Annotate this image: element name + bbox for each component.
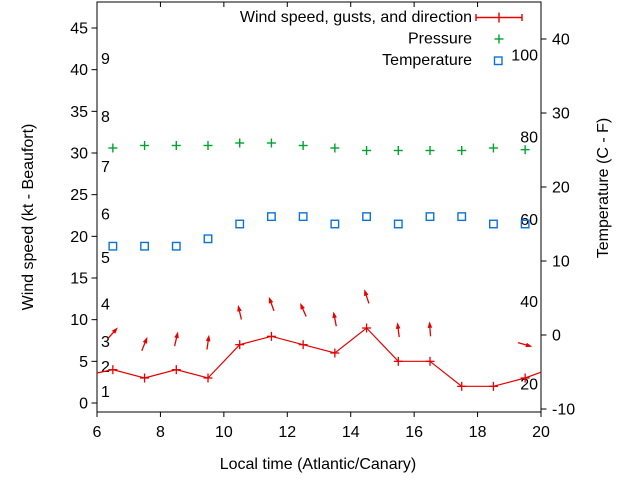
pressure-series <box>108 138 530 155</box>
wind-arrow-head <box>237 304 242 312</box>
temperature-series <box>108 212 530 251</box>
wind-arrow-head <box>268 296 274 304</box>
wind-speed-series <box>96 323 542 391</box>
kt-tick-label: 40 <box>70 62 88 79</box>
temperature-point <box>140 241 150 251</box>
y-right-axis-title: Temperature (C - F) <box>595 118 612 258</box>
kt-tick-label: 30 <box>70 146 88 163</box>
fahrenheit-label: 100 <box>511 47 538 64</box>
plot-border <box>96 1 542 413</box>
wind-arrow-head <box>364 289 369 297</box>
legend-marker-temperature-square-icon <box>493 56 503 66</box>
wind-arrow-head <box>427 321 433 328</box>
beaufort-label: 1 <box>101 384 110 401</box>
kt-tick-label: 20 <box>70 229 88 246</box>
temperature-point <box>171 241 181 251</box>
celsius-tick-label: 30 <box>552 106 570 123</box>
temperature-point <box>520 219 530 229</box>
celsius-tick-label: -10 <box>552 402 575 419</box>
temperature-point <box>108 241 118 251</box>
temperature-point <box>203 234 213 244</box>
beaufort-label: 7 <box>101 159 110 176</box>
x-axis-title: Local time (Atlantic/Canary) <box>220 456 417 473</box>
x-tick-label: 8 <box>156 424 165 441</box>
kt-tick-label: 25 <box>70 187 88 204</box>
wind-speed-line <box>96 327 542 387</box>
x-tick-label: 10 <box>215 424 233 441</box>
wind-arrow-head <box>300 302 305 310</box>
celsius-tick-label: 10 <box>552 254 570 271</box>
x-tick-label: 12 <box>278 424 296 441</box>
temperature-point <box>266 212 276 222</box>
legend: Wind speed, gusts, and direction Pressur… <box>240 9 523 69</box>
legend-marker-pressure-plus-icon <box>494 34 504 44</box>
wind-arrow-head <box>174 331 179 339</box>
beaufort-label: 8 <box>101 109 110 126</box>
x-tick-label: 20 <box>532 424 550 441</box>
legend-label-pressure: Pressure <box>408 31 472 48</box>
wind-arrow-head <box>111 327 118 334</box>
kt-tick-label: 5 <box>79 354 88 371</box>
x-tick-label: 18 <box>469 424 487 441</box>
y-right-ticks <box>541 38 547 410</box>
legend-label-temperature: Temperature <box>382 52 472 69</box>
temperature-point <box>330 219 340 229</box>
x-tick-label: 14 <box>342 424 360 441</box>
beaufort-label: 5 <box>101 250 110 267</box>
beaufort-label: 2 <box>101 359 110 376</box>
wind-direction-arrows <box>107 289 533 352</box>
y-left-tick-labels: 0 5 10 15 20 25 30 35 40 45 <box>70 21 88 413</box>
x-axis-tick-labels: 6 8 10 12 14 16 18 20 <box>93 424 550 441</box>
y-right-tick-labels: -10 0 10 20 30 40 <box>552 32 575 419</box>
wind-arrow-head <box>142 336 148 344</box>
temperature-point <box>425 212 435 222</box>
beaufort-label: 4 <box>101 297 110 314</box>
kt-tick-label: 35 <box>70 104 88 121</box>
beaufort-label: 9 <box>101 51 110 68</box>
temperature-point <box>457 212 467 222</box>
wind-arrow-head <box>205 334 211 342</box>
beaufort-labels: 1 2 3 4 5 6 7 8 9 <box>101 51 110 401</box>
x-tick-label: 16 <box>405 424 423 441</box>
wind-arrow-head <box>525 342 533 348</box>
legend-label-wind: Wind speed, gusts, and direction <box>240 9 472 26</box>
kt-tick-label: 0 <box>79 396 88 413</box>
temperature-point <box>488 219 498 229</box>
celsius-tick-label: 40 <box>552 32 570 49</box>
temperature-point <box>362 212 372 222</box>
kt-tick-label: 45 <box>70 21 88 38</box>
plot-area: 6 8 10 12 14 16 18 2005101520253035404512345678… <box>70 1 575 441</box>
wind-arrow-head <box>332 311 337 319</box>
temperature-point <box>298 212 308 222</box>
y-left-ticks <box>91 27 97 404</box>
temperature-point <box>235 219 245 229</box>
y-left-axis-title: Wind speed (kt - Beaufort) <box>20 124 37 311</box>
x-tick-label: 6 <box>93 424 102 441</box>
celsius-tick-label: 0 <box>552 328 561 345</box>
beaufort-label: 3 <box>101 334 110 351</box>
legend-marker-wind-errorbar-icon <box>475 12 523 23</box>
wind-arrow-head <box>395 322 401 329</box>
temperature-point <box>393 219 403 229</box>
fahrenheit-label: 40 <box>520 294 538 311</box>
kt-tick-label: 10 <box>70 312 88 329</box>
fahrenheit-label: 80 <box>520 130 538 147</box>
x-axis-ticks <box>96 2 542 417</box>
celsius-tick-label: 20 <box>552 180 570 197</box>
beaufort-label: 6 <box>101 207 110 224</box>
kt-tick-label: 15 <box>70 271 88 288</box>
wind-speed-points <box>108 323 530 391</box>
